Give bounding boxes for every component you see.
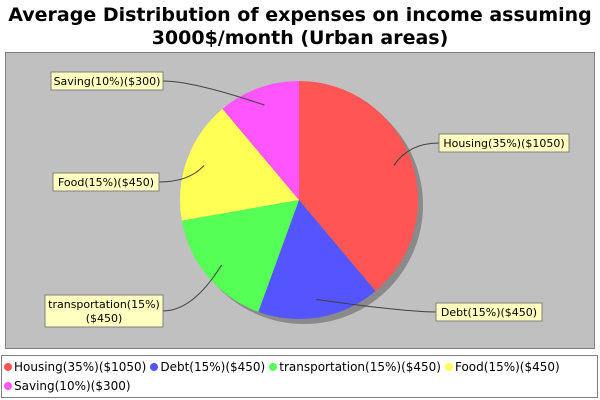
slice-label-3-line-0: Food(15%)($450) (58, 176, 154, 189)
pie-slice-1[interactable] (258, 200, 376, 320)
legend-item-4: Saving(10%)($300) (4, 377, 131, 396)
leader-line-0 (393, 142, 440, 166)
legend-swatch-1 (150, 362, 159, 371)
legend-label-4: Saving(10%)($300) (14, 379, 131, 393)
slice-label-box-0 (438, 133, 570, 153)
legend-swatch-4 (4, 381, 12, 390)
leader-line-1 (316, 298, 437, 313)
legend-item-0: Housing(35%)($1050) (4, 358, 146, 377)
slice-label-0-line-0: Housing(35%)($1050) (443, 137, 564, 150)
leader-lines (158, 80, 440, 313)
pie-slice-4[interactable] (222, 81, 299, 200)
pie-slices (180, 81, 419, 320)
chart-title-line-2: 3000$/month (Urban areas) (151, 27, 449, 49)
leader-line-2 (162, 264, 223, 312)
slice-label-box-4 (50, 71, 164, 91)
slice-label-box-3 (52, 172, 160, 192)
legend-item-2: transportation(15%)($450) (269, 358, 441, 377)
slice-labels: Housing(35%)($1050) Debt(15%)($450) transp… (44, 71, 570, 328)
legend-item-1: Debt(15%)($450) (150, 358, 265, 377)
legend-swatch-3 (444, 362, 453, 371)
leader-line-3 (158, 165, 205, 183)
slice-label-2-line-1: ($450) (86, 312, 123, 325)
slice-label-1-line-0: Debt(15%)($450) (441, 306, 537, 319)
pie-slice-2[interactable] (181, 200, 299, 312)
legend: Housing(35%)($1050) Debt(15%)($450) transp… (1, 355, 598, 398)
legend-swatch-2 (269, 362, 278, 371)
slice-label-box-1 (435, 302, 543, 322)
legend-swatch-0 (4, 362, 12, 371)
slice-label-4-line-0: Saving(10%)($300) (54, 75, 161, 88)
legend-label-0: Housing(35%)($1050) (14, 360, 147, 374)
leader-line-4 (162, 80, 265, 106)
pie-slice-3[interactable] (180, 108, 299, 221)
legend-label-3: Food(15%)($450) (454, 360, 560, 374)
slice-label-box-2 (44, 294, 164, 328)
legend-label-2: transportation(15%)($450) (279, 360, 441, 374)
legend-item-3: Food(15%)($450) (444, 358, 560, 377)
slice-label-2-line-0: transportation(15%) (48, 298, 160, 311)
chart-title-line-1: Average Distribution of expenses on inco… (8, 4, 592, 26)
legend-label-1: Debt(15%)($450) (160, 360, 266, 374)
pie-slice-0[interactable] (299, 81, 419, 292)
chart-title: Average Distribution of expenses on inco… (0, 4, 600, 50)
